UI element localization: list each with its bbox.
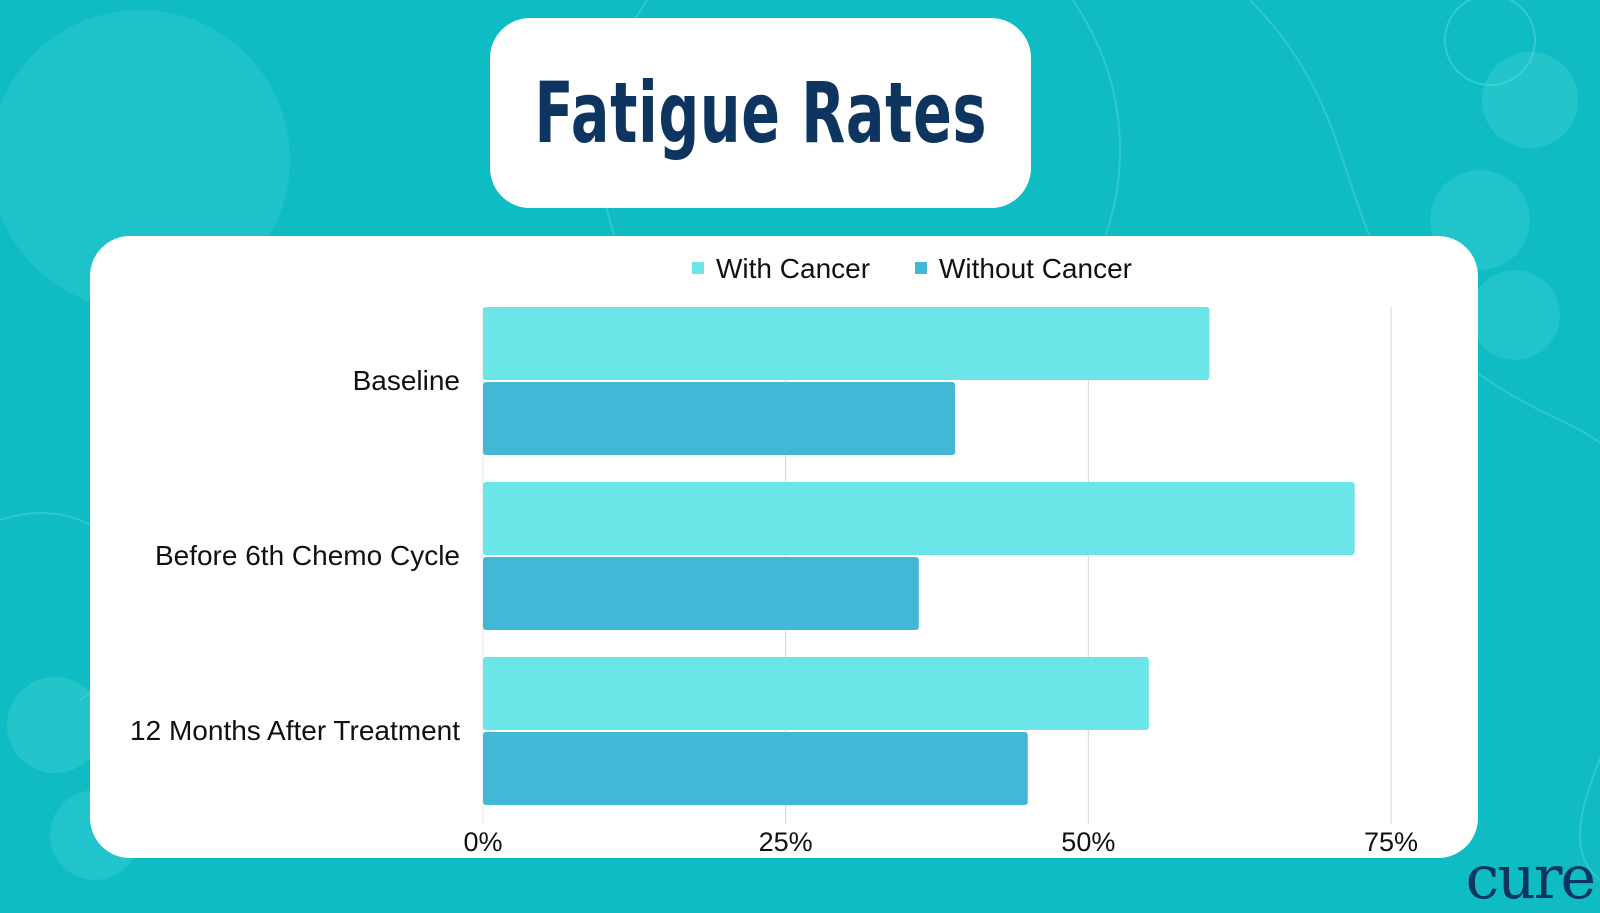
category-label-2: 12 Months After Treatment [130, 715, 460, 746]
category-label-1: Before 6th Chemo Cycle [155, 540, 460, 571]
tick-label-75: 75% [1364, 827, 1418, 857]
chart-title: Fatigue Rates [534, 64, 987, 162]
bar-with-cancer-1 [483, 482, 1355, 555]
tick-label-0: 0% [463, 827, 502, 857]
bar-with-cancer-2 [483, 657, 1149, 730]
tick-label-50: 50% [1061, 827, 1115, 857]
bar-without-cancer-2 [483, 732, 1028, 805]
tick-label-25: 25% [759, 827, 813, 857]
legend-swatch-0 [692, 262, 704, 274]
bar-without-cancer-1 [483, 557, 919, 630]
bar-with-cancer-0 [483, 307, 1210, 380]
category-label-0: Baseline [353, 365, 460, 396]
legend-swatch-1 [915, 262, 927, 274]
legend-label-0: With Cancer [716, 253, 870, 284]
legend-label-1: Without Cancer [939, 253, 1132, 284]
title-box: Fatigue Rates [490, 18, 1031, 208]
bar-without-cancer-0 [483, 382, 956, 455]
cure-logo: cure [1465, 843, 1596, 913]
